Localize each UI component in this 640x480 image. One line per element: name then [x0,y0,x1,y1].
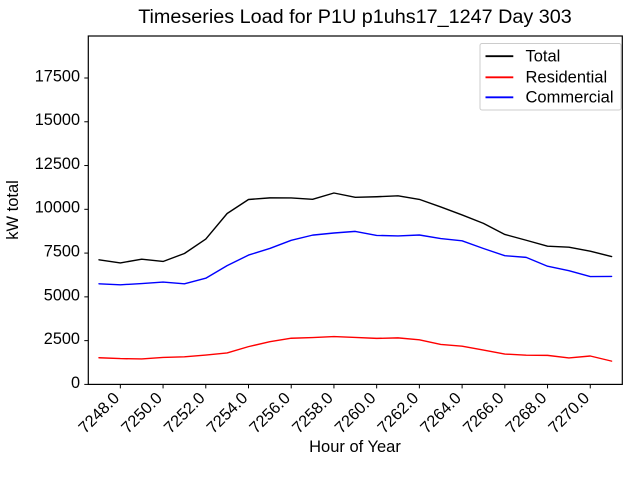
svg-text:7254.0: 7254.0 [203,389,251,437]
svg-text:10000: 10000 [35,199,80,217]
svg-text:0: 0 [71,374,80,392]
svg-text:7260.0: 7260.0 [332,389,380,437]
svg-text:kW total: kW total [4,180,22,240]
svg-text:7248.0: 7248.0 [75,389,123,437]
svg-text:5000: 5000 [44,286,80,304]
svg-text:7270.0: 7270.0 [545,389,593,437]
svg-text:Residential: Residential [526,69,608,87]
svg-text:2500: 2500 [44,330,80,348]
svg-text:Total: Total [526,48,561,66]
svg-text:Hour of Year: Hour of Year [309,438,401,456]
svg-text:7500: 7500 [44,243,80,261]
svg-text:12500: 12500 [35,155,80,173]
svg-text:Timeseries Load for P1U p1uhs1: Timeseries Load for P1U p1uhs17_1247 Day… [138,6,572,28]
svg-text:7262.0: 7262.0 [374,389,422,437]
svg-text:7258.0: 7258.0 [289,389,337,437]
svg-text:7266.0: 7266.0 [460,389,508,437]
svg-text:7268.0: 7268.0 [502,389,550,437]
svg-text:Commercial: Commercial [526,89,614,107]
svg-text:7264.0: 7264.0 [417,389,465,437]
svg-text:7252.0: 7252.0 [161,389,209,437]
svg-text:7256.0: 7256.0 [246,389,294,437]
svg-text:17500: 17500 [35,67,80,85]
svg-text:15000: 15000 [35,111,80,129]
svg-text:7250.0: 7250.0 [118,389,166,437]
